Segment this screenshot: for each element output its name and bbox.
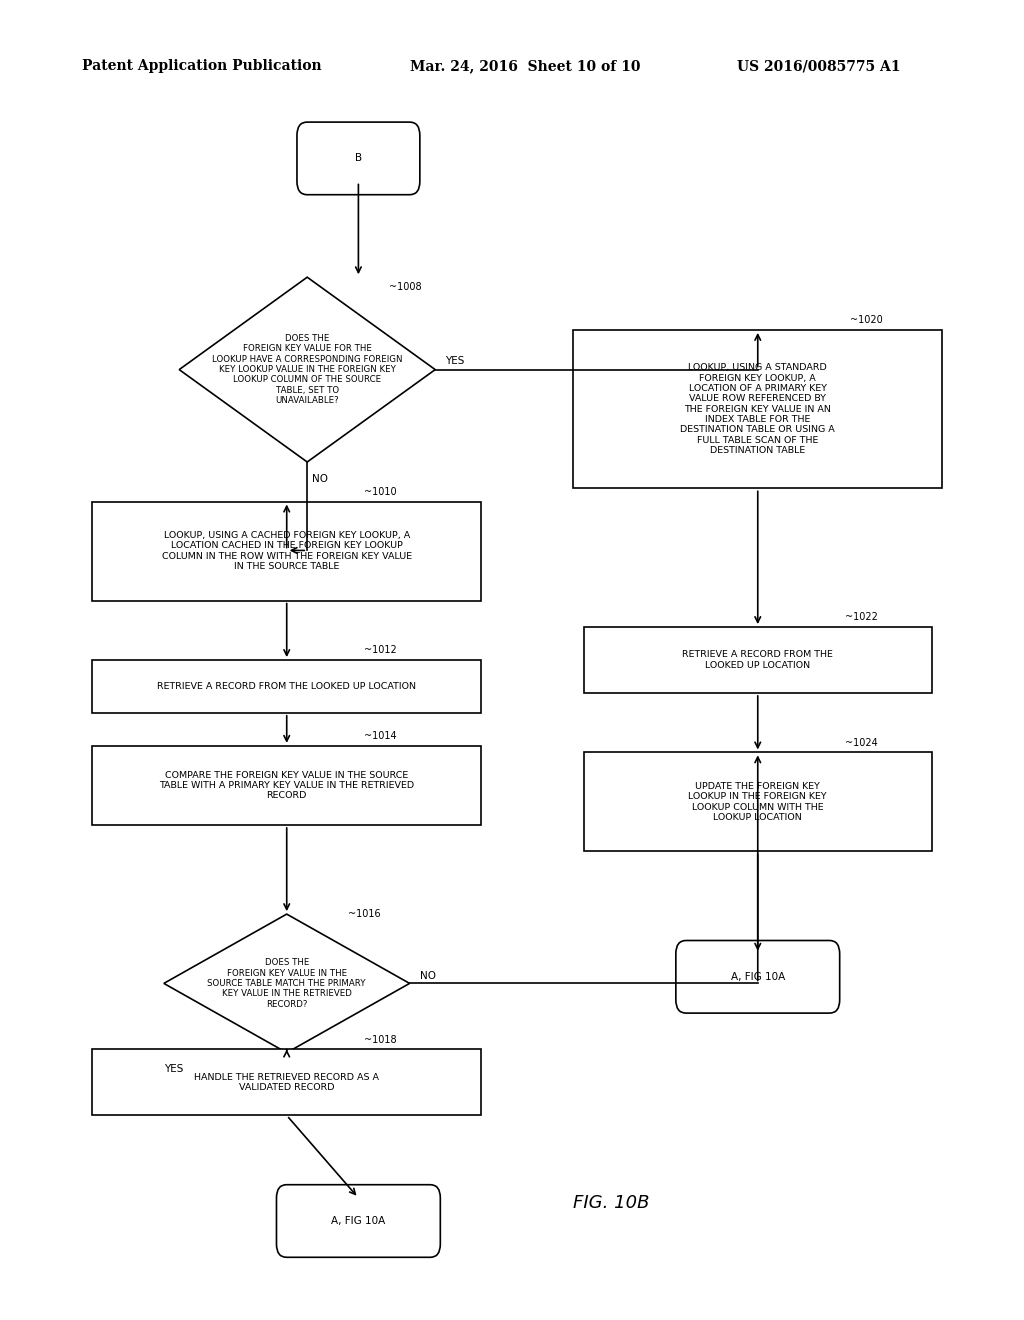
Text: RETRIEVE A RECORD FROM THE
LOOKED UP LOCATION: RETRIEVE A RECORD FROM THE LOOKED UP LOC… [682, 651, 834, 669]
FancyBboxPatch shape [297, 121, 420, 195]
Text: NO: NO [420, 972, 436, 982]
FancyBboxPatch shape [92, 660, 481, 713]
Text: COMPARE THE FOREIGN KEY VALUE IN THE SOURCE
TABLE WITH A PRIMARY KEY VALUE IN TH: COMPARE THE FOREIGN KEY VALUE IN THE SOU… [159, 771, 415, 800]
Text: LOOKUP, USING A STANDARD
FOREIGN KEY LOOKUP, A
LOCATION OF A PRIMARY KEY
VALUE R: LOOKUP, USING A STANDARD FOREIGN KEY LOO… [680, 363, 836, 455]
Text: RETRIEVE A RECORD FROM THE LOOKED UP LOCATION: RETRIEVE A RECORD FROM THE LOOKED UP LOC… [158, 682, 416, 690]
FancyBboxPatch shape [92, 1049, 481, 1115]
Polygon shape [164, 913, 410, 1053]
Text: YES: YES [164, 1064, 183, 1074]
Text: Mar. 24, 2016  Sheet 10 of 10: Mar. 24, 2016 Sheet 10 of 10 [410, 59, 640, 74]
FancyBboxPatch shape [584, 627, 932, 693]
Text: YES: YES [445, 356, 465, 367]
FancyBboxPatch shape [584, 752, 932, 851]
Text: UPDATE THE FOREIGN KEY
LOOKUP IN THE FOREIGN KEY
LOOKUP COLUMN WITH THE
LOOKUP L: UPDATE THE FOREIGN KEY LOOKUP IN THE FOR… [688, 781, 827, 822]
FancyBboxPatch shape [573, 330, 942, 488]
Text: ~1012: ~1012 [364, 645, 396, 656]
Text: ~1022: ~1022 [845, 612, 878, 623]
Text: A, FIG 10A: A, FIG 10A [332, 1216, 385, 1226]
Text: ~1024: ~1024 [845, 738, 878, 748]
FancyBboxPatch shape [276, 1185, 440, 1257]
Text: NO: NO [312, 474, 329, 484]
Text: HANDLE THE RETRIEVED RECORD AS A
VALIDATED RECORD: HANDLE THE RETRIEVED RECORD AS A VALIDAT… [195, 1073, 379, 1092]
Text: ~1010: ~1010 [364, 487, 396, 498]
Text: US 2016/0085775 A1: US 2016/0085775 A1 [737, 59, 901, 74]
FancyBboxPatch shape [92, 746, 481, 825]
Text: A, FIG 10A: A, FIG 10A [731, 972, 784, 982]
Text: ~1020: ~1020 [850, 315, 883, 326]
Text: Patent Application Publication: Patent Application Publication [82, 59, 322, 74]
Text: DOES THE
FOREIGN KEY VALUE FOR THE
LOOKUP HAVE A CORRESPONDING FOREIGN
KEY LOOKU: DOES THE FOREIGN KEY VALUE FOR THE LOOKU… [212, 334, 402, 405]
Text: FIG. 10B: FIG. 10B [573, 1193, 650, 1212]
Polygon shape [179, 277, 435, 462]
Text: ~1008: ~1008 [389, 282, 422, 293]
Text: DOES THE
FOREIGN KEY VALUE IN THE
SOURCE TABLE MATCH THE PRIMARY
KEY VALUE IN TH: DOES THE FOREIGN KEY VALUE IN THE SOURCE… [208, 958, 366, 1008]
FancyBboxPatch shape [676, 940, 840, 1014]
Text: ~1018: ~1018 [364, 1035, 396, 1045]
Text: B: B [355, 153, 361, 164]
FancyBboxPatch shape [92, 502, 481, 601]
Text: ~1014: ~1014 [364, 731, 396, 742]
Text: LOOKUP, USING A CACHED FOREIGN KEY LOOKUP, A
LOCATION CACHED IN THE FOREIGN KEY : LOOKUP, USING A CACHED FOREIGN KEY LOOKU… [162, 531, 412, 572]
Text: ~1016: ~1016 [348, 909, 381, 920]
